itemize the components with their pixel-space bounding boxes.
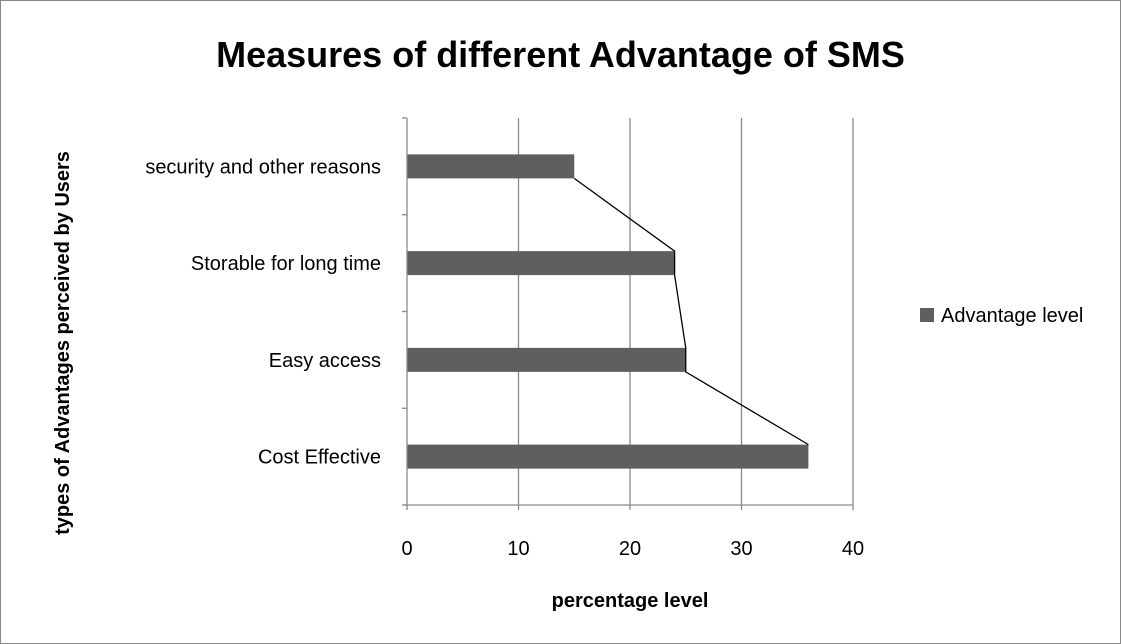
grid-layer: [517, 118, 854, 505]
category-label-3: Cost Effective: [258, 447, 381, 469]
legend-swatch: [920, 308, 934, 322]
legend: Advantage level: [920, 305, 1083, 327]
label-layer: security and other reasons Storable for l…: [145, 156, 864, 560]
connector-line: [573, 177, 809, 446]
bar-0: [407, 154, 575, 179]
x-tick-label-30: 30: [730, 538, 752, 560]
x-tick-label-20: 20: [619, 538, 641, 560]
category-label-1: Storable for long time: [191, 253, 381, 275]
category-label-0: security and other reasons: [145, 156, 381, 178]
x-tick-label-0: 0: [401, 538, 412, 560]
axis-layer: [402, 117, 854, 510]
x-tick-label-40: 40: [842, 538, 864, 560]
x-axis-title: percentage level: [552, 590, 709, 612]
x-tick-label-10: 10: [507, 538, 529, 560]
legend-label: Advantage level: [941, 305, 1083, 327]
chart-title: Measures of different Advantage of SMS: [216, 34, 905, 75]
bar-layer: [407, 154, 809, 469]
bar-2: [407, 347, 686, 372]
connector-line-layer: [573, 177, 809, 446]
bar-3: [407, 444, 809, 469]
y-axis-title: types of Advantages perceived by Users: [52, 151, 74, 535]
category-label-2: Easy access: [269, 350, 381, 372]
bar-1: [407, 251, 675, 276]
